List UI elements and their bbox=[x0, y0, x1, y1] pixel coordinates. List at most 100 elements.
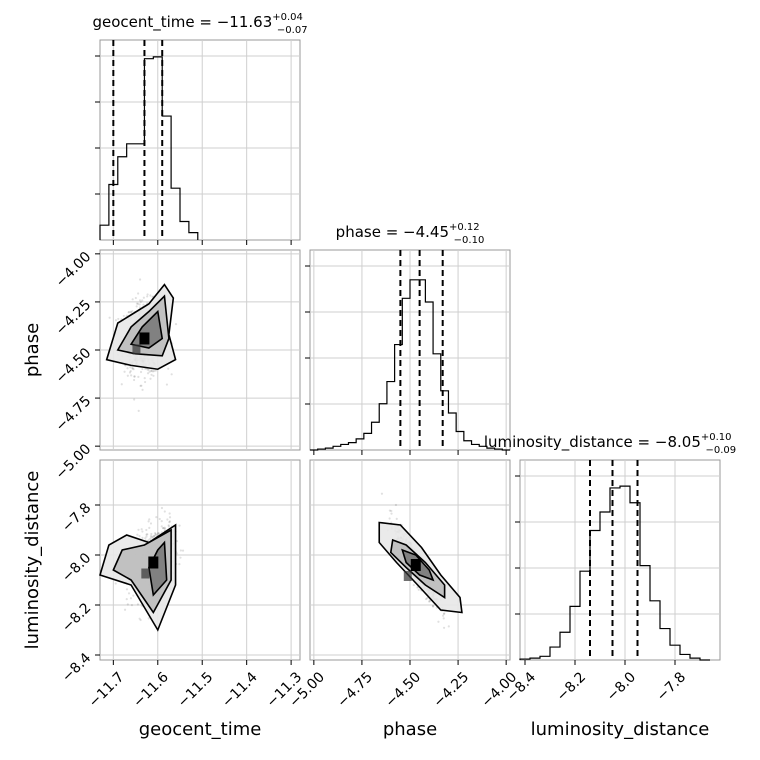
sample-point bbox=[127, 592, 131, 595]
sample-point bbox=[170, 373, 173, 376]
title-value: −11.63 bbox=[217, 13, 273, 31]
sample-point bbox=[178, 524, 181, 527]
sample-point bbox=[443, 612, 446, 615]
sample-point bbox=[114, 582, 117, 585]
title-equals: = bbox=[381, 223, 403, 241]
x-axis-label-geocent_time: geocent_time bbox=[139, 719, 262, 740]
sample-point bbox=[431, 604, 435, 608]
sample-point bbox=[141, 388, 144, 391]
sample-point bbox=[131, 367, 134, 370]
sample-point bbox=[133, 378, 136, 382]
sample-point bbox=[147, 617, 150, 620]
sample-point bbox=[154, 532, 157, 536]
sample-point bbox=[167, 367, 170, 370]
sample-point bbox=[149, 534, 153, 538]
sample-point bbox=[138, 299, 142, 302]
sample-point bbox=[163, 526, 166, 529]
sample-point bbox=[147, 520, 150, 523]
sample-point bbox=[123, 608, 127, 611]
title-value: −8.05 bbox=[655, 433, 701, 451]
title-plus: +0.12 bbox=[449, 222, 480, 233]
sample-point bbox=[129, 597, 133, 600]
x-tick-label: −11.6 bbox=[130, 669, 172, 711]
sample-point bbox=[142, 296, 145, 299]
sample-point bbox=[108, 316, 111, 319]
sample-point bbox=[154, 531, 157, 535]
panel-title-geocent_time: geocent_time = −11.63+0.04 −0.07 bbox=[92, 12, 307, 36]
sample-point bbox=[143, 380, 147, 384]
sample-point bbox=[146, 372, 150, 375]
sample-point bbox=[168, 516, 172, 519]
y-tick-label: −7.8 bbox=[59, 500, 94, 535]
sample-point bbox=[117, 317, 120, 321]
sample-point bbox=[149, 377, 152, 380]
x-tick-label: −4.25 bbox=[431, 669, 473, 711]
x-axis-label-luminosity_distance: luminosity_distance bbox=[531, 719, 710, 740]
sample-point bbox=[160, 519, 163, 523]
sample-point bbox=[432, 605, 435, 608]
sample-point bbox=[153, 534, 156, 538]
sample-point bbox=[126, 603, 129, 606]
sample-point bbox=[146, 533, 149, 536]
sample-point bbox=[139, 384, 142, 387]
sample-point bbox=[131, 366, 134, 370]
density-peak bbox=[410, 559, 421, 571]
sample-point bbox=[153, 369, 156, 373]
sample-point bbox=[114, 319, 118, 322]
sample-point bbox=[426, 597, 429, 600]
scatter-panel-phase-luminosity_distance bbox=[309, 459, 511, 665]
sample-point bbox=[129, 369, 132, 373]
sample-point bbox=[139, 618, 142, 622]
sample-point bbox=[138, 534, 141, 538]
y-tick-label: −8.4 bbox=[59, 650, 94, 685]
hist-panel-phase: phase = −4.45+0.12 −0.10 bbox=[305, 222, 511, 455]
sample-point bbox=[144, 537, 147, 540]
density-peak bbox=[139, 332, 150, 345]
sample-point bbox=[133, 375, 136, 378]
sample-point bbox=[179, 549, 182, 552]
sample-point bbox=[141, 367, 144, 371]
sample-point bbox=[133, 375, 136, 378]
sample-point bbox=[447, 625, 450, 628]
sample-point bbox=[388, 517, 391, 520]
sample-point bbox=[148, 526, 151, 529]
sample-point bbox=[390, 512, 393, 515]
sample-point bbox=[163, 527, 167, 530]
sample-point bbox=[179, 556, 182, 559]
sample-point bbox=[138, 617, 141, 620]
sample-point bbox=[132, 594, 135, 597]
sample-point bbox=[126, 367, 129, 370]
sample-point bbox=[168, 521, 171, 524]
hist-panel-geocent_time: geocent_time = −11.63+0.04 −0.07 bbox=[92, 12, 308, 245]
title-plus: +0.04 bbox=[272, 12, 303, 23]
sample-point bbox=[395, 517, 398, 520]
panel-title-phase: phase = −4.45+0.12 −0.10 bbox=[336, 222, 485, 246]
title-minus: −0.07 bbox=[277, 25, 308, 36]
sample-point bbox=[137, 528, 140, 531]
sample-point bbox=[149, 536, 153, 539]
x-tick-label: −4.75 bbox=[334, 669, 376, 711]
x-tick-label: −8.0 bbox=[604, 669, 639, 704]
sample-point bbox=[137, 292, 140, 295]
sample-point bbox=[138, 306, 142, 309]
x-tick-label: −11.7 bbox=[86, 669, 128, 711]
sample-point bbox=[442, 612, 445, 615]
sample-point bbox=[428, 599, 431, 603]
sample-point bbox=[141, 530, 144, 533]
y-tick-label: −4.25 bbox=[53, 297, 95, 339]
sample-point bbox=[141, 299, 144, 302]
sample-point bbox=[168, 520, 172, 523]
contour-level-3 bbox=[148, 540, 168, 597]
sample-point bbox=[130, 374, 133, 377]
title-minus: −0.10 bbox=[454, 235, 485, 246]
sample-point bbox=[167, 525, 171, 528]
sample-point bbox=[145, 528, 148, 532]
sample-point bbox=[417, 588, 420, 591]
sample-point bbox=[148, 370, 151, 373]
sample-point bbox=[428, 600, 431, 603]
sample-point bbox=[140, 384, 143, 387]
sample-point bbox=[174, 323, 178, 326]
sample-point bbox=[442, 614, 445, 617]
title-plus: +0.10 bbox=[701, 432, 732, 443]
